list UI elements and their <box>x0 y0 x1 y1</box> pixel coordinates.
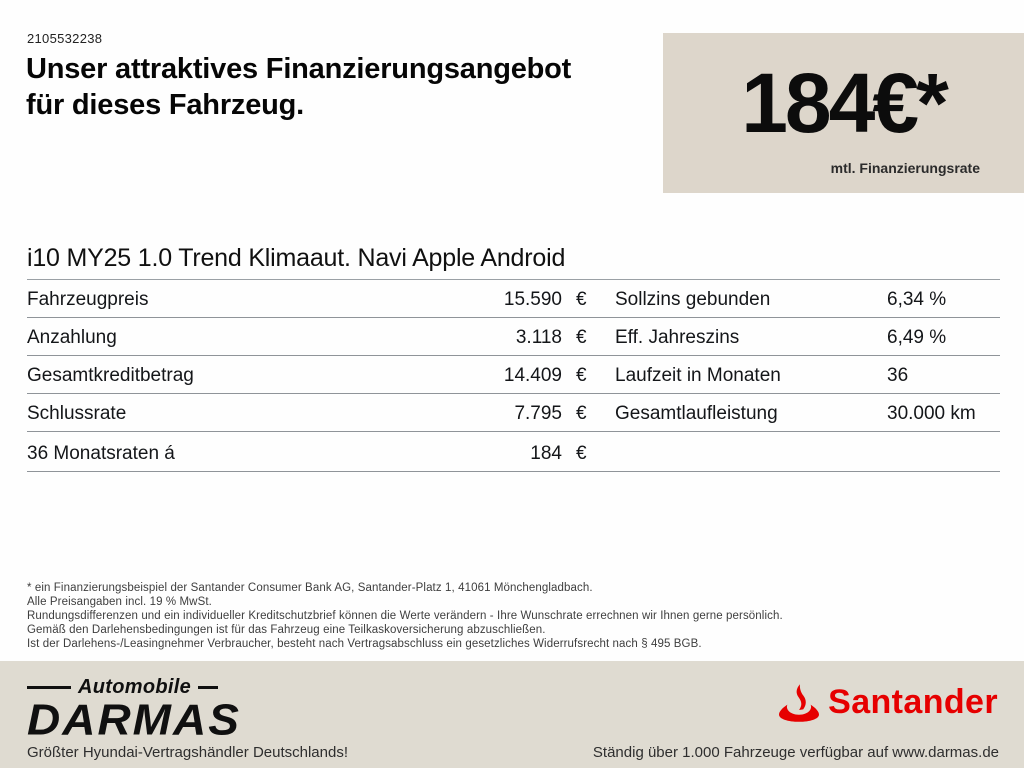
disclaimer-line: Alle Preisangaben incl. 19 % MwSt. <box>27 596 212 608</box>
santander-logo: Santander <box>779 683 998 722</box>
footer-band: Automobile DARMAS Santander Größter Hyun… <box>0 661 1024 768</box>
page-title-line1: Unser attraktives Finanzierungsangebot <box>26 53 572 85</box>
monthly-rate-box: 184€* mtl. Finanzierungsrate <box>663 33 1024 193</box>
row-value: 36 <box>887 365 909 386</box>
table-row-laufzeit: Laufzeit in Monaten 36 <box>592 356 1000 394</box>
table-row-gesamtkreditbetrag: Gesamtkreditbetrag 14.409 € <box>27 356 592 394</box>
row-label: Laufzeit in Monaten <box>615 365 781 386</box>
darmas-tagline: Größter Hyundai-Vertragshändler Deutschl… <box>27 744 348 761</box>
offer-id: 2105532238 <box>27 31 103 46</box>
darmas-logo-automobile: Automobile <box>78 676 191 698</box>
row-label: Anzahlung <box>27 327 117 348</box>
row-value: 3.118 <box>515 327 562 348</box>
page-title-line2: für dieses Fahrzeug. <box>26 89 305 121</box>
row-unit: € <box>576 289 587 310</box>
row-value: 14.409 <box>503 365 562 386</box>
row-value: 30.000 km <box>887 403 976 424</box>
santander-logo-name: Santander <box>828 683 998 721</box>
row-unit: € <box>576 365 587 386</box>
santander-flame-icon <box>779 683 820 722</box>
row-value: 6,34 % <box>887 289 947 310</box>
disclaimer-line: * ein Finanzierungsbeispiel der Santande… <box>27 582 593 594</box>
row-unit: € <box>576 443 587 464</box>
monthly-rate-caption: mtl. Finanzierungsrate <box>830 160 980 176</box>
table-row-jahreszins: Eff. Jahreszins 6,49 % <box>592 318 1000 356</box>
disclaimer-text: * ein Finanzierungsbeispiel der Santande… <box>27 581 783 651</box>
table-row-monatsraten: 36 Monatsraten á 184 € <box>27 432 1000 472</box>
disclaimer-line: Gemäß den Darlehensbedingungen ist für d… <box>27 624 546 636</box>
row-value: 184 <box>530 443 562 464</box>
darmas-logo: Automobile DARMAS <box>27 676 241 744</box>
table-row-gesamtlaufleistung: Gesamtlaufleistung 30.000 km <box>592 394 1000 432</box>
row-unit: € <box>576 327 587 348</box>
table-row-anzahlung: Anzahlung 3.118 € <box>27 318 592 356</box>
row-value: 7.795 <box>514 403 562 424</box>
row-unit: € <box>576 403 587 424</box>
disclaimer-line: Rundungsdifferenzen und ein individuelle… <box>27 610 783 622</box>
table-row-monatsraten-inner: 36 Monatsraten á 184 € <box>27 443 592 465</box>
santander-tagline: Ständig über 1.000 Fahrzeuge verfügbar a… <box>592 744 999 761</box>
disclaimer-line: Ist der Darlehens-/Leasingnehmer Verbrau… <box>27 638 702 650</box>
vehicle-title: i10 MY25 1.0 Trend Klimaaut. Navi Apple … <box>27 244 566 272</box>
darmas-logo-top: Automobile <box>27 676 241 699</box>
vehicle-title-divider <box>27 279 1000 280</box>
table-row-sollzins: Sollzins gebunden 6,34 % <box>592 280 1000 318</box>
row-label: Fahrzeugpreis <box>27 289 149 310</box>
darmas-logo-bar-right <box>198 686 218 689</box>
row-label: Gesamtkreditbetrag <box>27 365 194 386</box>
row-label: Gesamtlaufleistung <box>615 403 778 424</box>
row-value: 6,49 % <box>887 327 947 348</box>
row-label: 36 Monatsraten á <box>27 443 175 464</box>
table-row-schlussrate: Schlussrate 7.795 € <box>27 394 592 432</box>
row-label: Eff. Jahreszins <box>615 327 740 348</box>
row-value: 15.590 <box>503 289 562 310</box>
financing-table: Fahrzeugpreis 15.590 € Sollzins gebunden… <box>27 280 1000 472</box>
darmas-logo-name: DARMAS <box>27 694 241 744</box>
row-label: Schlussrate <box>27 403 127 424</box>
row-label: Sollzins gebunden <box>615 289 771 310</box>
darmas-logo-bar-left <box>27 686 71 689</box>
table-row-fahrzeugpreis: Fahrzeugpreis 15.590 € <box>27 280 592 318</box>
monthly-rate-value: 184€* <box>741 56 949 150</box>
page-title: Unser attraktives Finanzierungsangebot f… <box>26 51 571 123</box>
